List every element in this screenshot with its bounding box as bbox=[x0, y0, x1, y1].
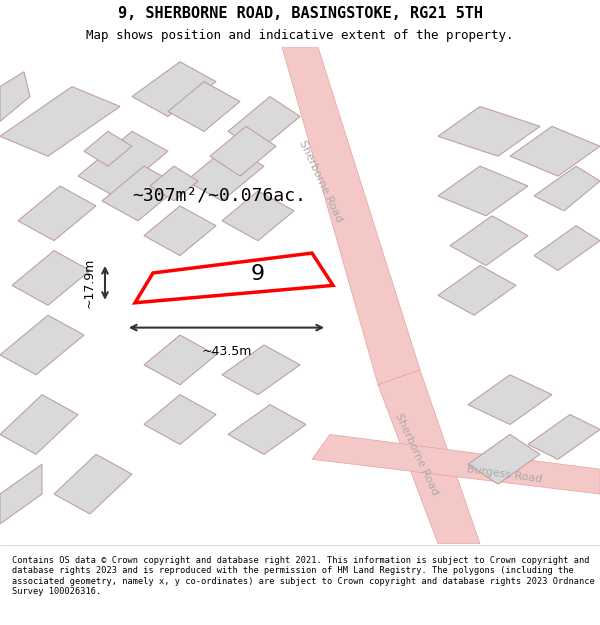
Polygon shape bbox=[510, 126, 600, 176]
Polygon shape bbox=[144, 335, 216, 385]
Text: Sherborne Road: Sherborne Road bbox=[298, 138, 344, 224]
Text: Map shows position and indicative extent of the property.: Map shows position and indicative extent… bbox=[86, 29, 514, 42]
Polygon shape bbox=[228, 404, 306, 454]
Polygon shape bbox=[18, 186, 96, 241]
Polygon shape bbox=[102, 166, 180, 221]
Text: Sherborne Road: Sherborne Road bbox=[394, 412, 440, 497]
Text: ~43.5m: ~43.5m bbox=[202, 345, 251, 358]
Polygon shape bbox=[0, 464, 42, 524]
Polygon shape bbox=[438, 106, 540, 156]
Polygon shape bbox=[12, 251, 90, 305]
Polygon shape bbox=[78, 131, 168, 196]
Polygon shape bbox=[312, 434, 600, 494]
Text: 9: 9 bbox=[250, 264, 265, 284]
Polygon shape bbox=[378, 370, 480, 544]
Polygon shape bbox=[468, 375, 552, 424]
Polygon shape bbox=[0, 315, 84, 375]
Text: ~17.9m: ~17.9m bbox=[83, 258, 96, 308]
Polygon shape bbox=[222, 191, 294, 241]
Polygon shape bbox=[210, 126, 276, 176]
Polygon shape bbox=[534, 166, 600, 211]
Polygon shape bbox=[84, 131, 132, 166]
Polygon shape bbox=[186, 146, 264, 201]
Polygon shape bbox=[150, 166, 198, 201]
Polygon shape bbox=[0, 87, 120, 156]
Polygon shape bbox=[228, 96, 300, 151]
Polygon shape bbox=[468, 434, 540, 484]
Polygon shape bbox=[54, 454, 132, 514]
Polygon shape bbox=[438, 266, 516, 315]
Polygon shape bbox=[168, 82, 240, 131]
Polygon shape bbox=[528, 414, 600, 459]
Polygon shape bbox=[0, 395, 78, 454]
Polygon shape bbox=[222, 345, 300, 395]
Polygon shape bbox=[450, 216, 528, 266]
Polygon shape bbox=[144, 395, 216, 444]
Text: ~307m²/~0.076ac.: ~307m²/~0.076ac. bbox=[132, 187, 306, 205]
Text: 9, SHERBORNE ROAD, BASINGSTOKE, RG21 5TH: 9, SHERBORNE ROAD, BASINGSTOKE, RG21 5TH bbox=[118, 6, 482, 21]
Polygon shape bbox=[135, 253, 333, 302]
Text: Burgess Road: Burgess Road bbox=[466, 464, 542, 484]
Polygon shape bbox=[0, 72, 30, 121]
Polygon shape bbox=[534, 226, 600, 271]
Text: Contains OS data © Crown copyright and database right 2021. This information is : Contains OS data © Crown copyright and d… bbox=[12, 556, 595, 596]
Polygon shape bbox=[132, 62, 216, 116]
Polygon shape bbox=[438, 166, 528, 216]
Polygon shape bbox=[282, 47, 420, 385]
Polygon shape bbox=[144, 206, 216, 256]
